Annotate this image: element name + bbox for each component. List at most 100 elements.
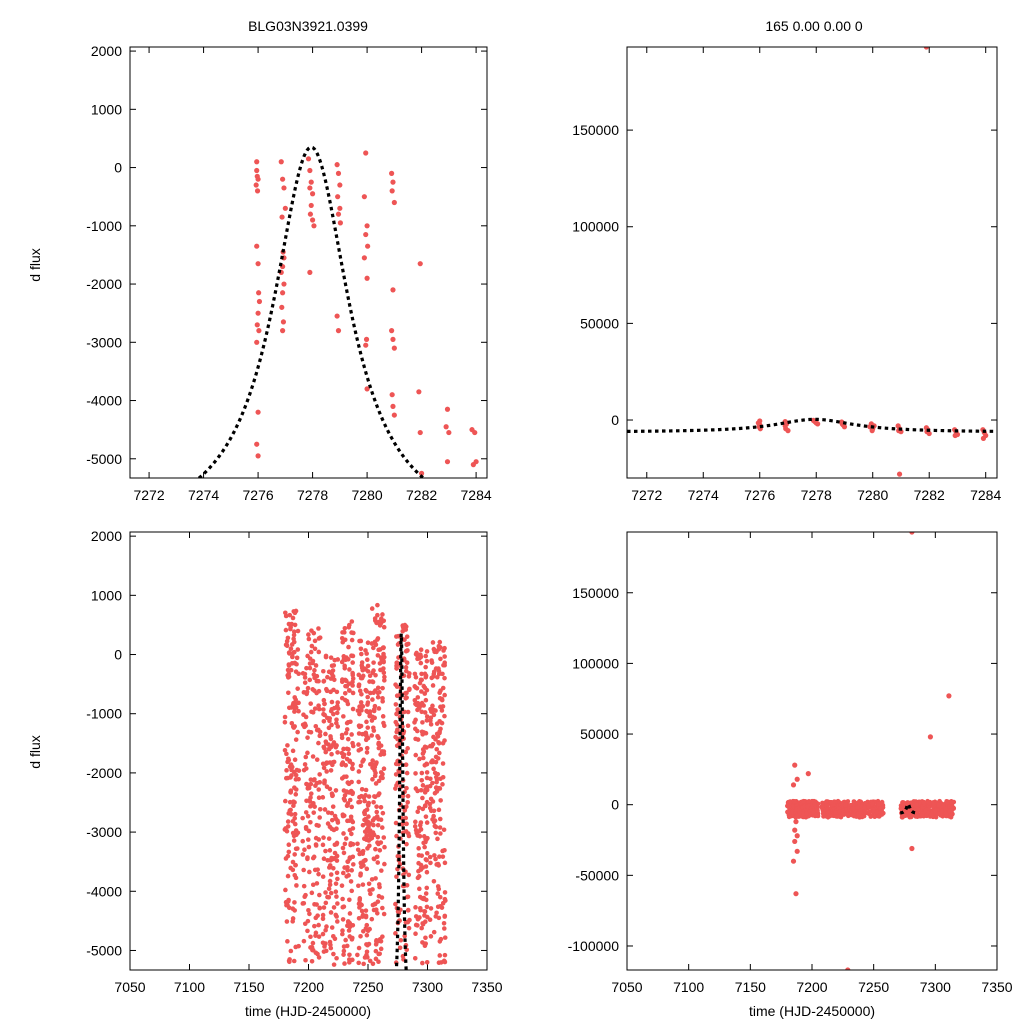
- data-point: [423, 787, 428, 792]
- data-point: [331, 705, 337, 711]
- x-tick-label: 7284: [970, 487, 1001, 503]
- data-point: [282, 720, 288, 725]
- data-point: [857, 808, 863, 814]
- data-point: [328, 744, 334, 750]
- data-point: [424, 658, 430, 664]
- y-tick-label: 0: [611, 412, 619, 428]
- data-point: [786, 804, 792, 810]
- data-point: [304, 798, 309, 804]
- data-point: [287, 651, 292, 656]
- data-point: [928, 812, 934, 818]
- data-point: [429, 709, 434, 714]
- data-point: [419, 853, 425, 858]
- data-point: [420, 921, 426, 927]
- data-point: [440, 782, 445, 787]
- data-point: [901, 806, 906, 812]
- data-point: [391, 412, 397, 418]
- data-point: [396, 741, 402, 747]
- data-point: [321, 765, 327, 771]
- data-point: [403, 821, 409, 827]
- data-point: [394, 722, 400, 727]
- data-point: [301, 867, 306, 873]
- data-point: [413, 752, 419, 758]
- data-point: [286, 905, 292, 911]
- data-point: [312, 668, 317, 673]
- data-point: [361, 255, 367, 261]
- data-point: [389, 392, 395, 398]
- data-point: [433, 914, 439, 919]
- data-point: [290, 818, 296, 824]
- data-point: [317, 780, 323, 785]
- data-point: [915, 807, 921, 813]
- data-point: [371, 645, 376, 651]
- data-point: [317, 905, 322, 911]
- data-point: [820, 803, 825, 809]
- y-tick-label: 1000: [91, 587, 122, 603]
- data-layer: [785, 532, 957, 970]
- data-point: [437, 639, 443, 645]
- data-point: [361, 961, 366, 967]
- data-point: [380, 934, 385, 939]
- data-point: [376, 938, 381, 944]
- data-point: [442, 935, 448, 940]
- ylabel-bottom: d flux: [27, 735, 43, 768]
- data-point: [793, 819, 799, 825]
- data-point: [343, 836, 349, 841]
- data-point: [356, 731, 362, 736]
- data-point: [910, 813, 915, 818]
- data-point: [313, 783, 318, 789]
- data-point: [291, 636, 296, 642]
- y-tick-label: -4000: [86, 393, 122, 409]
- data-point: [339, 761, 345, 766]
- data-point: [285, 853, 291, 859]
- data-point: [289, 642, 295, 647]
- data-point: [317, 772, 322, 777]
- data-point: [446, 429, 452, 436]
- data-point: [428, 808, 434, 814]
- data-point: [356, 682, 362, 687]
- data-point: [313, 950, 319, 956]
- data-point: [316, 934, 322, 939]
- data-point: [365, 700, 371, 705]
- x-tick-label: 7276: [243, 487, 274, 503]
- data-point: [915, 813, 921, 818]
- data-point: [443, 424, 449, 430]
- data-point: [362, 817, 367, 823]
- data-point: [394, 693, 400, 699]
- data-point: [439, 697, 445, 703]
- data-point: [438, 798, 443, 803]
- data-point: [286, 849, 292, 855]
- data-point: [952, 432, 958, 439]
- y-tick-label: 0: [114, 647, 122, 663]
- x-tick-label: 7278: [801, 487, 832, 503]
- data-point: [438, 656, 443, 662]
- data-point: [365, 954, 370, 960]
- data-point: [370, 887, 375, 892]
- data-point: [404, 882, 410, 888]
- data-point: [349, 637, 355, 643]
- data-point: [308, 804, 313, 809]
- data-point: [337, 220, 343, 226]
- data-point: [427, 854, 433, 860]
- data-point: [424, 850, 430, 856]
- data-point: [290, 867, 296, 873]
- data-point: [841, 812, 847, 817]
- data-point: [420, 795, 425, 801]
- data-point: [380, 612, 385, 617]
- data-point: [845, 967, 851, 970]
- data-point: [254, 441, 260, 447]
- data-point: [350, 791, 355, 797]
- data-point: [286, 621, 292, 627]
- data-point: [364, 689, 370, 694]
- data-point: [420, 751, 426, 756]
- data-point: [331, 663, 337, 668]
- data-point: [832, 799, 837, 804]
- data-point: [364, 651, 369, 656]
- data-point: [347, 667, 352, 672]
- data-point: [364, 657, 370, 662]
- x-tick-label: 7300: [920, 979, 951, 995]
- x-tick-label: 7276: [744, 487, 775, 503]
- data-point: [339, 883, 345, 888]
- x-tick-label: 7274: [188, 487, 219, 503]
- data-point: [312, 688, 317, 693]
